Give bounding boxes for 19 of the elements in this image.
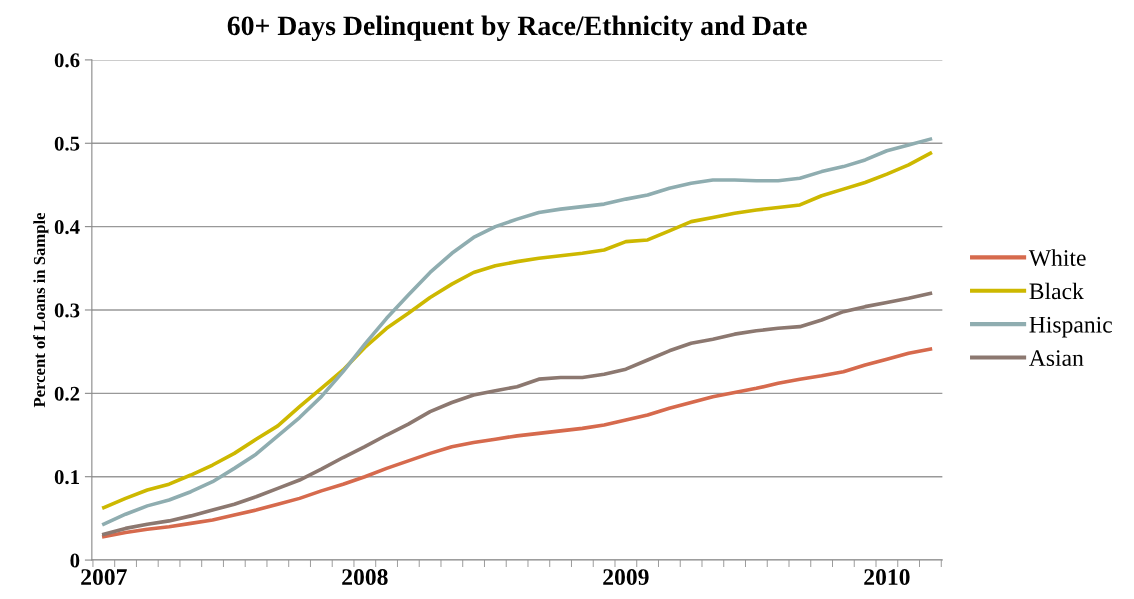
legend-label: Black (1029, 282, 1084, 300)
y-tick-label: 0.2 (54, 386, 80, 401)
x-tick-label: 2009 (603, 569, 649, 586)
x-tick-label: 2007 (81, 569, 127, 586)
y-tick-label: 0.6 (54, 53, 80, 68)
y-tick-label: 0.4 (54, 220, 80, 235)
x-tick-label: 2008 (342, 569, 388, 586)
chart-title: 60+ Days Delinquent by Race/Ethnicity and Date (227, 15, 807, 41)
y-tick-label: 0 (70, 553, 80, 568)
x-tick-label: 2010 (864, 569, 910, 586)
y-tick-label: 0.5 (54, 136, 80, 151)
legend-label: Asian (1029, 350, 1084, 367)
y-tick-label: 0.3 (54, 303, 80, 318)
line-series (102, 291, 933, 537)
line-series (102, 347, 933, 539)
y-axis-title: Percent of Loans in Sample (33, 212, 49, 408)
y-tick-label: 0.1 (54, 470, 79, 485)
legend-label: Hispanic (1029, 316, 1112, 338)
legend-label: White (1028, 249, 1086, 267)
